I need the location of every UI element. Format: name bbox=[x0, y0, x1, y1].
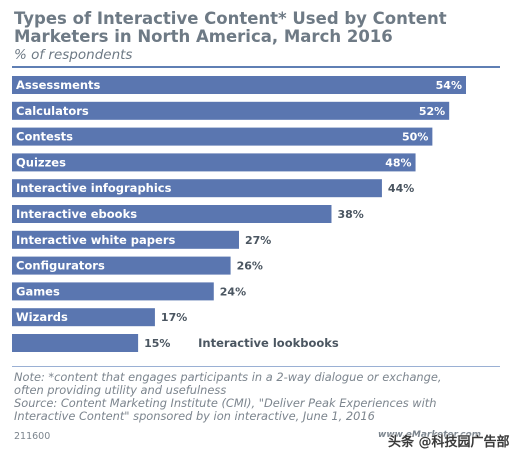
category-label: Calculators bbox=[16, 104, 89, 118]
value-label: 27% bbox=[245, 234, 271, 247]
chart-title-line-2: Marketers in North America, March 2016 bbox=[14, 27, 393, 46]
footnote-line: Interactive Content" sponsored by ion in… bbox=[14, 409, 375, 423]
category-label: Interactive ebooks bbox=[16, 207, 137, 221]
category-label: Interactive white papers bbox=[16, 233, 175, 247]
value-label: 50% bbox=[402, 131, 428, 144]
category-label: Interactive lookbooks bbox=[198, 336, 339, 350]
site-url: www.eMarketer.com bbox=[378, 430, 482, 440]
bottom-rule bbox=[12, 366, 500, 367]
value-label: 24% bbox=[220, 285, 246, 298]
value-label: 44% bbox=[388, 182, 414, 195]
value-label: 17% bbox=[161, 311, 187, 324]
bar bbox=[12, 101, 450, 120]
value-label: 15% bbox=[144, 337, 170, 350]
chart-id: 211600 bbox=[14, 431, 51, 442]
category-label: Configurators bbox=[16, 259, 105, 273]
bar bbox=[12, 153, 416, 172]
bar bbox=[12, 282, 214, 301]
category-label: Interactive infographics bbox=[16, 181, 172, 195]
category-label: Quizzes bbox=[16, 155, 66, 169]
category-label: Assessments bbox=[16, 78, 101, 92]
bar bbox=[12, 230, 239, 249]
bar bbox=[12, 76, 466, 94]
footnote-line: Note: *content that engages participants… bbox=[14, 370, 442, 384]
bar bbox=[12, 256, 231, 275]
chart-title-line-1: Types of Interactive Content* Used by Co… bbox=[14, 9, 447, 28]
chart-title: Types of Interactive Content* Used by Co… bbox=[14, 10, 494, 46]
value-label: 52% bbox=[419, 105, 445, 118]
watermark: 头条 @科技园广告部 bbox=[388, 435, 510, 450]
bar bbox=[12, 205, 332, 223]
value-label: 48% bbox=[385, 156, 411, 169]
bar bbox=[12, 179, 382, 198]
category-label: Contests bbox=[16, 130, 73, 144]
chart-subtitle: % of respondents bbox=[14, 47, 133, 63]
bar bbox=[12, 308, 155, 327]
footnote: Note: *content that engages participants… bbox=[14, 371, 514, 423]
top-rule bbox=[12, 66, 500, 68]
value-label: 54% bbox=[436, 79, 462, 92]
value-label: 26% bbox=[237, 260, 263, 273]
category-label: Games bbox=[16, 284, 60, 298]
bar-chart: Assessments 54% Calculators 52% Contests 50% Q… bbox=[12, 76, 466, 352]
value-label: 38% bbox=[337, 208, 363, 221]
bar bbox=[12, 334, 139, 352]
footnote-line: often providing utility and usefulness bbox=[14, 383, 227, 397]
category-label: Wizards bbox=[16, 310, 68, 324]
footnote-line: Source: Content Marketing Institute (CMI… bbox=[14, 396, 437, 410]
bar bbox=[12, 127, 433, 146]
